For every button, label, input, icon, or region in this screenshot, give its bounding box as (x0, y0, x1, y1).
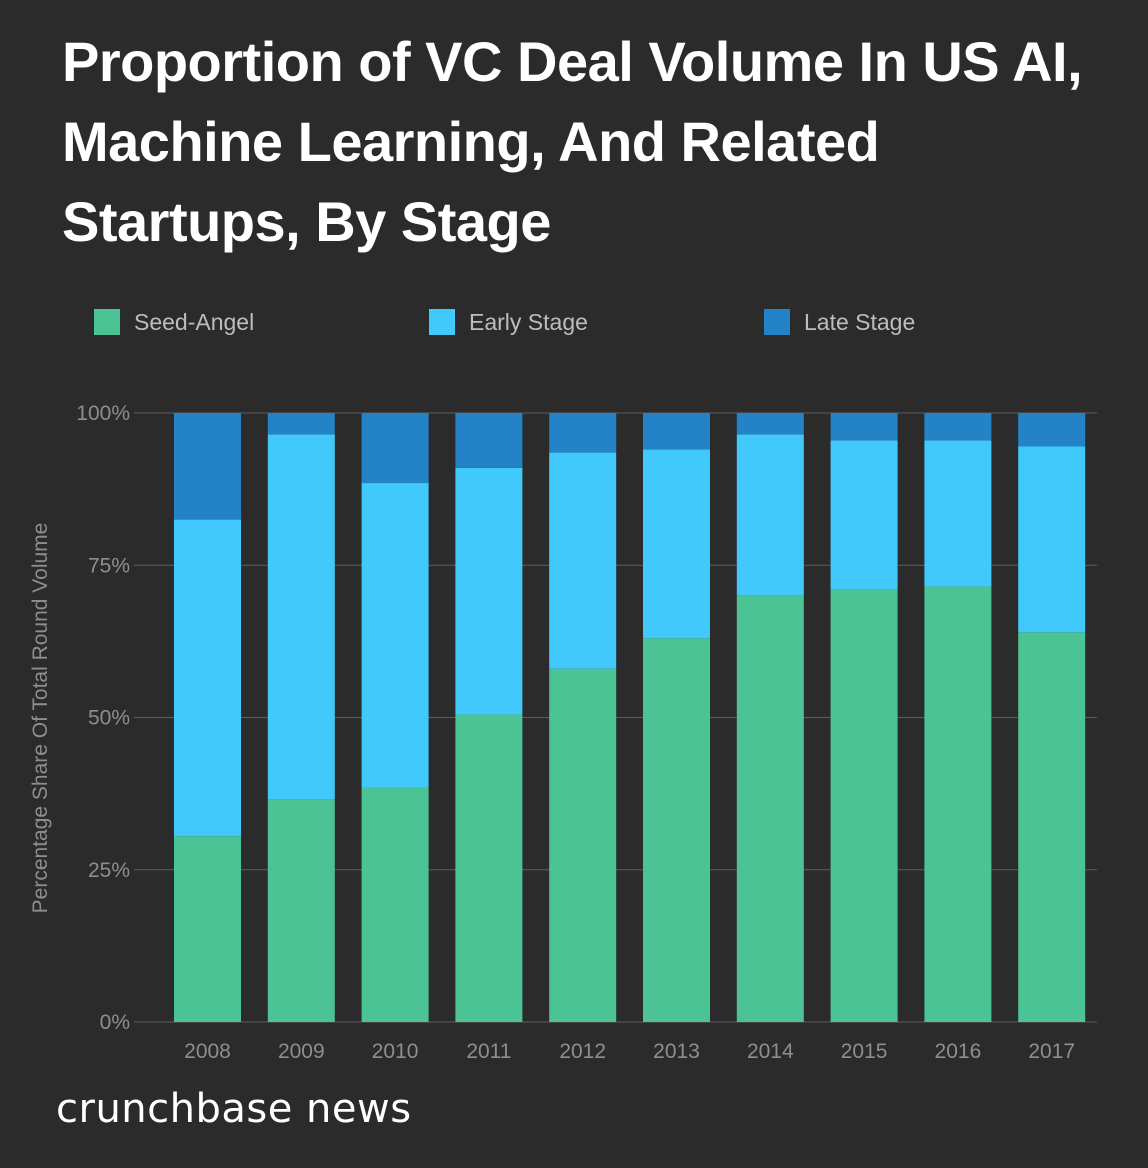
bar-2017-seed-angel (1018, 632, 1086, 1022)
bar-2010-seed-angel (361, 787, 429, 1022)
bar-2011-early-stage (455, 467, 523, 715)
y-tick-label: 50% (88, 707, 130, 730)
x-axis-ticks: 2008 2009 2010 2011 2012 2013 2014 2015 2016 2017 (184, 1040, 1075, 1063)
x-tick-label: 2013 (653, 1040, 700, 1063)
bar-2015-late-stage (830, 413, 898, 441)
bar-2017-late-stage (1018, 413, 1086, 447)
legend-swatch-early-stage (429, 309, 455, 335)
bar-2008-early-stage (174, 519, 241, 837)
bar-2012-late-stage (549, 413, 617, 453)
bar-2011-seed-angel (455, 714, 523, 1022)
bar-2008-seed-angel (174, 836, 241, 1022)
bars (174, 413, 1086, 1022)
y-tick-label: 0% (100, 1011, 130, 1034)
bar-2009-early-stage (267, 434, 335, 800)
y-axis-ticks: 0% 25% 50% 75% 100% (76, 402, 130, 1034)
stacked-bar-chart: 0% 25% 50% 75% 100% 2008 2009 2010 2011 2012 2013… (29, 402, 1097, 1063)
legend-swatch-late-stage (764, 309, 790, 335)
y-tick-label: 75% (88, 554, 130, 577)
bar-2016-early-stage (924, 440, 992, 587)
legend-label-early-stage: Early Stage (469, 308, 588, 335)
bar-2013-early-stage (643, 449, 710, 639)
y-tick-label: 25% (88, 859, 130, 882)
bar-2012-early-stage (549, 452, 617, 669)
legend-label-late-stage: Late Stage (804, 308, 916, 335)
x-tick-label: 2011 (466, 1040, 511, 1063)
bar-2009-late-stage (267, 413, 335, 435)
bar-2013-seed-angel (643, 638, 710, 1022)
bar-2017-early-stage (1018, 446, 1086, 633)
legend-swatch-seed-angel (94, 309, 120, 335)
x-tick-label: 2012 (559, 1040, 606, 1063)
legend-item-late-stage: Late Stage (764, 307, 915, 337)
bar-2011-late-stage (455, 413, 523, 468)
x-tick-label: 2014 (747, 1040, 794, 1063)
bar-2010-late-stage (361, 413, 429, 484)
bar-2009-seed-angel (267, 799, 335, 1022)
x-tick-label: 2015 (841, 1040, 888, 1063)
chart-title: Proportion of VC Deal Volume In US AI, M… (62, 30, 1083, 253)
y-tick-label: 100% (76, 402, 130, 425)
x-tick-label: 2016 (935, 1040, 982, 1063)
x-tick-label: 2010 (372, 1040, 419, 1063)
x-tick-label: 2008 (184, 1040, 231, 1063)
y-axis-label: Percentage Share Of Total Round Volume (29, 523, 52, 914)
bar-2015-seed-angel (830, 589, 898, 1022)
legend-label-seed-angel: Seed-Angel (134, 308, 255, 335)
bar-2012-seed-angel (549, 668, 617, 1022)
bar-2016-seed-angel (924, 586, 992, 1022)
legend-item-seed-angel: Seed-Angel (94, 307, 254, 337)
brand-logo: crunchbase news (56, 1086, 412, 1132)
bar-2010-early-stage (361, 483, 429, 788)
x-tick-label: 2017 (1028, 1040, 1075, 1063)
bar-2013-late-stage (643, 413, 710, 450)
bar-2016-late-stage (924, 413, 992, 441)
x-tick-label: 2009 (278, 1040, 325, 1063)
bar-2008-late-stage (174, 413, 241, 520)
bar-2014-seed-angel (736, 595, 804, 1022)
bar-2014-early-stage (736, 434, 804, 596)
legend-item-early-stage: Early Stage (429, 307, 588, 337)
bar-2014-late-stage (736, 413, 804, 435)
chart-legend: Seed-Angel Early Stage Late Stage (0, 307, 1148, 337)
bar-2015-early-stage (830, 440, 898, 590)
